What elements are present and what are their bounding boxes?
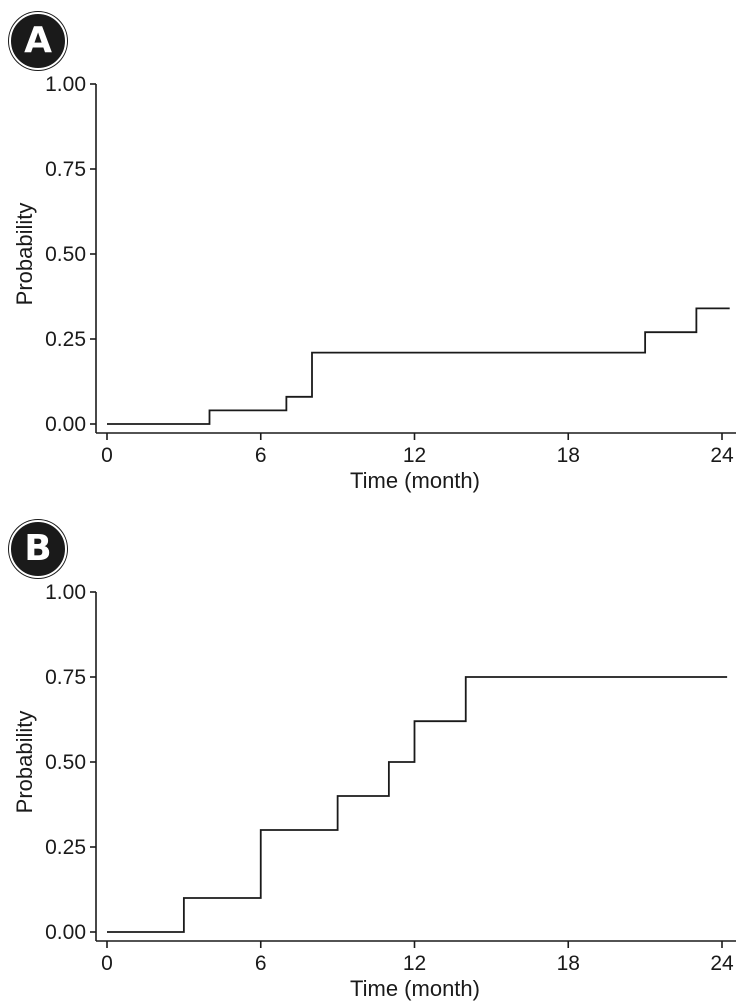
y-tick-label: 0.00 — [45, 413, 86, 436]
x-tick-label: 24 — [710, 444, 734, 467]
x-tick-label: 12 — [403, 444, 426, 467]
y-tick-label: 0.50 — [45, 243, 86, 266]
y-tick-label: 0.25 — [45, 328, 86, 351]
y-axis-title: Probability — [12, 711, 37, 814]
x-tick-label: 6 — [255, 444, 267, 467]
x-axis-title: Time (month) — [350, 468, 480, 493]
km-plot-b: 0.00 0.25 0.50 0.75 1.00 0 6 12 18 24 Time (month)… — [12, 581, 736, 1001]
panel-label-badge: A — [9, 12, 67, 70]
y-tick-label: 0.25 — [45, 836, 86, 859]
y-tick-label: 0.50 — [45, 751, 86, 774]
y-axis-title: Probability — [12, 203, 37, 306]
x-tick-label: 18 — [557, 444, 580, 467]
x-tick-label: 18 — [557, 952, 580, 975]
chart-panel-a: A 0.00 0.25 0.50 0.75 1.00 0 6 12 18 24 Time (mont… — [9, 12, 736, 493]
y-tick-label: 1.00 — [45, 73, 86, 96]
km-plot-a: 0.00 0.25 0.50 0.75 1.00 0 6 12 18 24 Time (month)… — [12, 73, 736, 493]
x-tick-label: 24 — [710, 952, 734, 975]
y-tick-label: 1.00 — [45, 581, 86, 604]
chart-panel-b: B 0.00 0.25 0.50 0.75 1.00 0 6 12 18 24 Time (mont… — [0, 508, 753, 1008]
x-tick-label: 0 — [101, 444, 113, 467]
y-tick-label: 0.75 — [45, 158, 86, 181]
x-tick-label: 12 — [403, 952, 426, 975]
x-tick-label: 6 — [255, 952, 267, 975]
step-line-series — [107, 676, 728, 933]
step-line-series — [107, 307, 730, 425]
x-axis-title: Time (month) — [350, 976, 480, 1001]
y-tick-label: 0.00 — [45, 921, 86, 944]
y-tick-label: 0.75 — [45, 666, 86, 689]
panel-label-badge: B — [9, 520, 67, 578]
x-tick-label: 0 — [101, 952, 113, 975]
